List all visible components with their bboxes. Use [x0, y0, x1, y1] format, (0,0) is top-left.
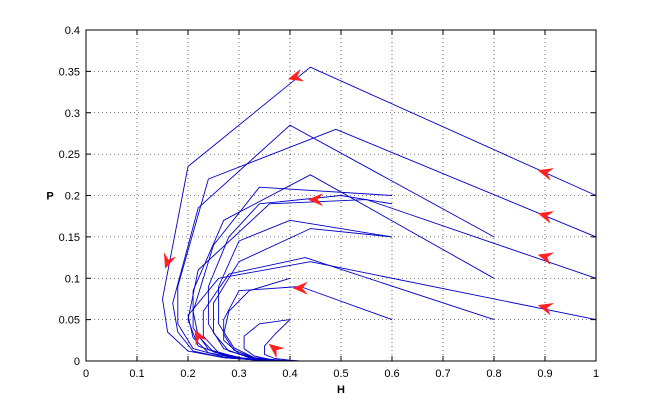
x-axis-title: H — [337, 384, 345, 396]
y-tick-label: 0.05 — [59, 315, 80, 327]
x-tick-label: 0.1 — [129, 368, 144, 380]
x-tick-label: 0.6 — [384, 368, 399, 380]
direction-arrow-9 — [194, 329, 207, 346]
direction-arrow-2 — [537, 168, 554, 181]
x-tick-label: 0.9 — [537, 368, 552, 380]
y-axis-title: P — [46, 191, 53, 203]
x-tick-label: 1 — [593, 368, 599, 380]
y-axis-ticks: 0 0.05 0.1 0.15 0.2 0.25 0.3 0.35 0.4 — [59, 25, 596, 368]
y-tick-label: 0.15 — [59, 232, 80, 244]
y-tick-label: 0.25 — [59, 149, 80, 161]
grid-lines — [86, 30, 596, 361]
y-tick-label: 0 — [74, 356, 80, 368]
y-tick-label: 0.2 — [65, 191, 80, 203]
y-tick-label: 0.35 — [59, 66, 80, 78]
x-axis-ticks: 0 0.1 0.2 0.3 0.4 0.5 0.6 0.7 0.8 0.9 1 — [83, 30, 599, 380]
x-tick-label: 0.7 — [435, 368, 450, 380]
direction-arrow-10 — [268, 343, 284, 358]
direction-arrow-5 — [537, 303, 554, 316]
x-tick-label: 0.4 — [282, 368, 297, 380]
y-tick-label: 0.3 — [65, 108, 80, 120]
x-tick-label: 0.2 — [180, 368, 195, 380]
direction-arrow-7 — [292, 281, 308, 295]
x-tick-label: 0.5 — [333, 368, 348, 380]
direction-arrow-1 — [287, 69, 304, 82]
direction-arrow-6 — [307, 193, 323, 206]
direction-arrow-3 — [537, 211, 554, 224]
y-tick-label: 0.4 — [65, 25, 80, 37]
x-tick-label: 0 — [83, 368, 89, 380]
y-tick-label: 0.1 — [65, 273, 80, 285]
direction-arrows-group — [163, 69, 554, 358]
direction-arrow-8 — [163, 252, 176, 269]
trajectory-series-group — [162, 66, 597, 362]
x-tick-label: 0.8 — [486, 368, 501, 380]
x-tick-label: 0.3 — [231, 368, 246, 380]
direction-arrow-4 — [537, 252, 554, 265]
